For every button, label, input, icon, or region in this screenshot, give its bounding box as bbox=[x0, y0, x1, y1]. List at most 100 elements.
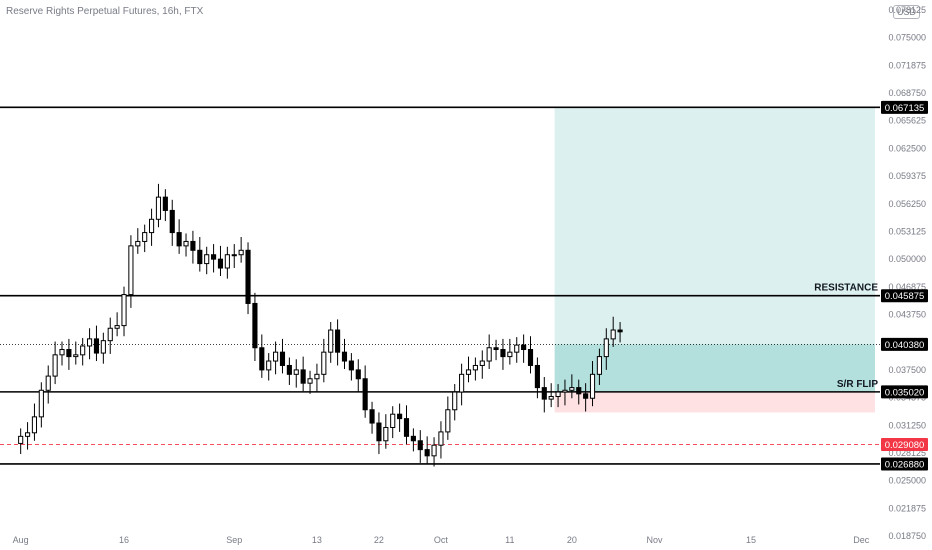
candle-body bbox=[286, 364, 292, 375]
candle-body bbox=[465, 369, 472, 375]
candle-body bbox=[562, 389, 568, 393]
candle-body bbox=[500, 349, 506, 358]
candle-body bbox=[555, 391, 561, 397]
x-axis: Aug 16 Sep 13 22 Oct 11 20 Nov 15 Dec bbox=[13, 535, 870, 545]
candle-body bbox=[438, 431, 444, 446]
support-tag-label: 0.026880 bbox=[885, 459, 925, 470]
candle-body bbox=[211, 254, 217, 260]
candle-body bbox=[66, 349, 72, 358]
candle-body bbox=[45, 375, 51, 391]
candle-body bbox=[479, 360, 485, 366]
candle-body bbox=[293, 369, 299, 375]
candle-body bbox=[135, 240, 141, 247]
candle-body bbox=[424, 449, 430, 457]
candle-body bbox=[348, 360, 354, 371]
candle-body bbox=[87, 338, 93, 347]
candle-body bbox=[80, 345, 86, 356]
candle-body bbox=[445, 409, 451, 433]
candle-body bbox=[603, 338, 609, 358]
candle-body bbox=[321, 351, 327, 375]
candle-body bbox=[514, 344, 520, 353]
x-tick-label: 13 bbox=[312, 535, 322, 545]
candle-body bbox=[238, 249, 244, 256]
stop-zone bbox=[554, 391, 875, 413]
candle-body bbox=[583, 393, 589, 399]
candle-body bbox=[596, 356, 602, 375]
candle-body bbox=[534, 364, 540, 389]
price-tags: 0.067135 0.045875 0.035020 0.026880 0.040380… bbox=[881, 100, 928, 471]
candle-body bbox=[190, 240, 196, 251]
candle-body bbox=[362, 378, 368, 411]
x-tick-label: Aug bbox=[13, 535, 29, 545]
candle-body bbox=[403, 418, 410, 437]
candle-body bbox=[610, 329, 616, 340]
y-tick-label: 0.031250 bbox=[888, 420, 926, 430]
position-zones bbox=[554, 107, 875, 413]
candle-body bbox=[183, 240, 189, 247]
x-tick-label: 16 bbox=[119, 535, 129, 545]
candle-body bbox=[486, 347, 492, 362]
candle-body bbox=[204, 254, 210, 265]
candle-body bbox=[548, 395, 554, 400]
candle-body bbox=[73, 354, 79, 358]
x-tick-label: Nov bbox=[647, 535, 664, 545]
candle-body bbox=[390, 413, 396, 428]
candle-body bbox=[376, 422, 382, 442]
candle-body bbox=[197, 249, 203, 265]
support-tag bbox=[881, 457, 928, 471]
candle-body bbox=[589, 373, 596, 399]
candles bbox=[18, 183, 623, 467]
candle-body bbox=[507, 351, 513, 358]
y-axis: 0.078125 0.075000 0.071875 0.068750 0.065625… bbox=[888, 5, 926, 541]
currency-button[interactable]: USD bbox=[892, 5, 920, 19]
chart-title: Reserve Rights Perpetual Futures, 16h, F… bbox=[6, 6, 204, 17]
candle-body bbox=[155, 196, 162, 220]
y-tick-label: 0.062500 bbox=[888, 143, 926, 153]
y-tick-label: 0.053125 bbox=[888, 226, 926, 236]
candle-body bbox=[472, 364, 478, 371]
candle-body bbox=[493, 347, 499, 351]
candle-body bbox=[307, 378, 313, 384]
candle-body bbox=[38, 389, 44, 418]
y-tick-label: 0.059375 bbox=[888, 171, 926, 181]
last-price-tag bbox=[881, 337, 928, 351]
candle-body bbox=[335, 329, 341, 353]
x-tick-label: Sep bbox=[226, 535, 242, 545]
candle-body bbox=[245, 249, 251, 304]
y-tick-label: 0.018750 bbox=[888, 531, 926, 541]
candle-body bbox=[328, 329, 334, 353]
level-lines: RESISTANCE S/R FLIP bbox=[0, 106, 880, 465]
candle-body bbox=[24, 432, 31, 437]
candle-body bbox=[107, 327, 113, 342]
candle-body bbox=[252, 302, 258, 349]
y-tick-label: 0.075000 bbox=[888, 33, 926, 43]
y-tick-label: 0.056250 bbox=[888, 199, 926, 209]
candle-body bbox=[355, 369, 361, 380]
candle-body bbox=[162, 196, 168, 211]
sr-flip-tag bbox=[881, 385, 928, 399]
candle-body bbox=[527, 349, 534, 366]
candle-body bbox=[31, 416, 38, 434]
candle-body bbox=[128, 245, 134, 296]
candle-body bbox=[569, 387, 575, 391]
candle-body bbox=[397, 413, 403, 420]
candle-body bbox=[459, 373, 465, 393]
sr-flip-annotation: S/R FLIP bbox=[837, 379, 878, 390]
candle-body bbox=[259, 347, 265, 371]
y-tick-label: 0.037500 bbox=[888, 365, 926, 375]
x-tick-label: 11 bbox=[505, 535, 514, 545]
y-tick-label: 0.025000 bbox=[888, 476, 926, 486]
candle-body bbox=[314, 373, 320, 380]
y-tick-label: 0.071875 bbox=[888, 60, 926, 70]
candle-body bbox=[617, 329, 623, 333]
candle-body bbox=[341, 351, 348, 362]
stop-tag bbox=[881, 437, 928, 451]
x-tick-label: Dec bbox=[853, 535, 870, 545]
candle-body bbox=[417, 440, 423, 451]
candle-body bbox=[52, 354, 58, 377]
last-price-tag-label: 0.040380 bbox=[885, 340, 925, 351]
candle-body bbox=[100, 340, 106, 354]
candle-body bbox=[383, 426, 389, 442]
candle-body bbox=[431, 444, 437, 457]
